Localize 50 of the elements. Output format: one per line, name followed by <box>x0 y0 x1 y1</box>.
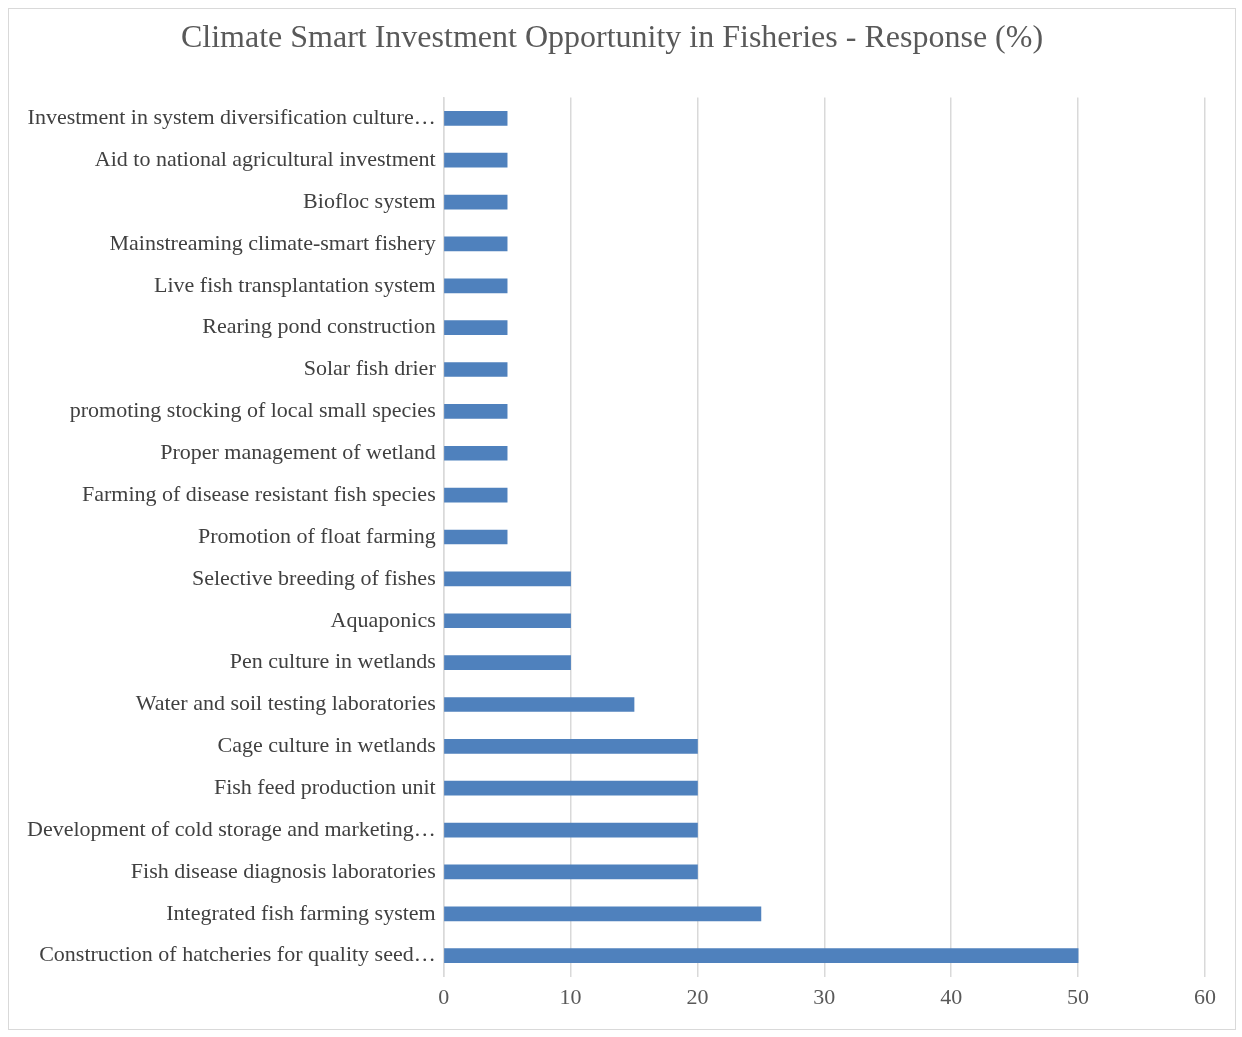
y-tick-label: Rearing pond construction <box>202 313 436 339</box>
bar <box>444 404 508 419</box>
x-tick-label: 20 <box>686 983 709 1009</box>
y-tick-label: Aid to national agricultural investment <box>94 145 436 171</box>
y-tick-label: Live fish transplantation system <box>154 271 436 297</box>
bar <box>444 320 508 335</box>
bar <box>444 906 762 922</box>
chart-title: Climate Smart Investment Opportunity in Fisheries - Response (%) <box>180 17 1044 54</box>
bar <box>444 655 571 670</box>
bar <box>444 487 508 503</box>
bar <box>444 152 508 168</box>
bar <box>444 529 508 545</box>
x-tick-label: 10 <box>559 983 582 1009</box>
y-tick-label: Development of cold storage and marketing… <box>26 815 436 841</box>
y-tick-label: Proper management of wetland <box>160 439 436 465</box>
y-tick-label: Mainstreaming climate-smart fishery <box>109 229 436 255</box>
bar <box>444 362 508 377</box>
bar <box>444 445 508 461</box>
bar <box>444 278 508 294</box>
bar <box>444 697 635 712</box>
y-tick-label: Construction of hatcheries for quality seed… <box>39 941 436 967</box>
y-tick-label: Farming of disease resistant fish species <box>81 480 436 506</box>
y-tick-label: Promotion of float farming <box>198 522 436 548</box>
bar <box>444 194 508 210</box>
x-tick-label: 30 <box>813 983 836 1009</box>
y-tick-label: Integrated fish farming system <box>166 899 436 925</box>
bar <box>444 236 508 252</box>
bar <box>444 822 698 838</box>
y-tick-label: Cage culture in wetlands <box>217 732 436 758</box>
x-tick-label: 60 <box>1194 983 1216 1009</box>
x-tick-label: 50 <box>1067 983 1090 1009</box>
y-tick-label: Selective breeding of fishes <box>191 564 436 590</box>
y-tick-label: Biofloc system <box>303 187 436 213</box>
y-tick-label: Investment in system diversification culture… <box>27 104 436 130</box>
bar <box>444 780 698 796</box>
y-tick-label: Solar fish drier <box>303 355 437 381</box>
y-tick-label: Fish feed production unit <box>213 773 436 799</box>
x-tick-label: 40 <box>940 983 963 1009</box>
bar <box>444 571 571 587</box>
y-tick-label: Fish disease diagnosis laboratories <box>130 857 436 883</box>
bar <box>444 739 698 754</box>
y-tick-label: Pen culture in wetlands <box>229 648 436 674</box>
y-tick-label: Aquaponics <box>330 606 436 632</box>
bar <box>444 111 508 126</box>
y-tick-label: Water and soil testing laboratories <box>135 690 436 716</box>
bar <box>444 613 571 629</box>
y-tick-label: promoting stocking of local small species <box>69 397 436 423</box>
bar <box>444 948 1079 963</box>
bar <box>444 864 698 880</box>
x-tick-label: 0 <box>438 983 450 1009</box>
